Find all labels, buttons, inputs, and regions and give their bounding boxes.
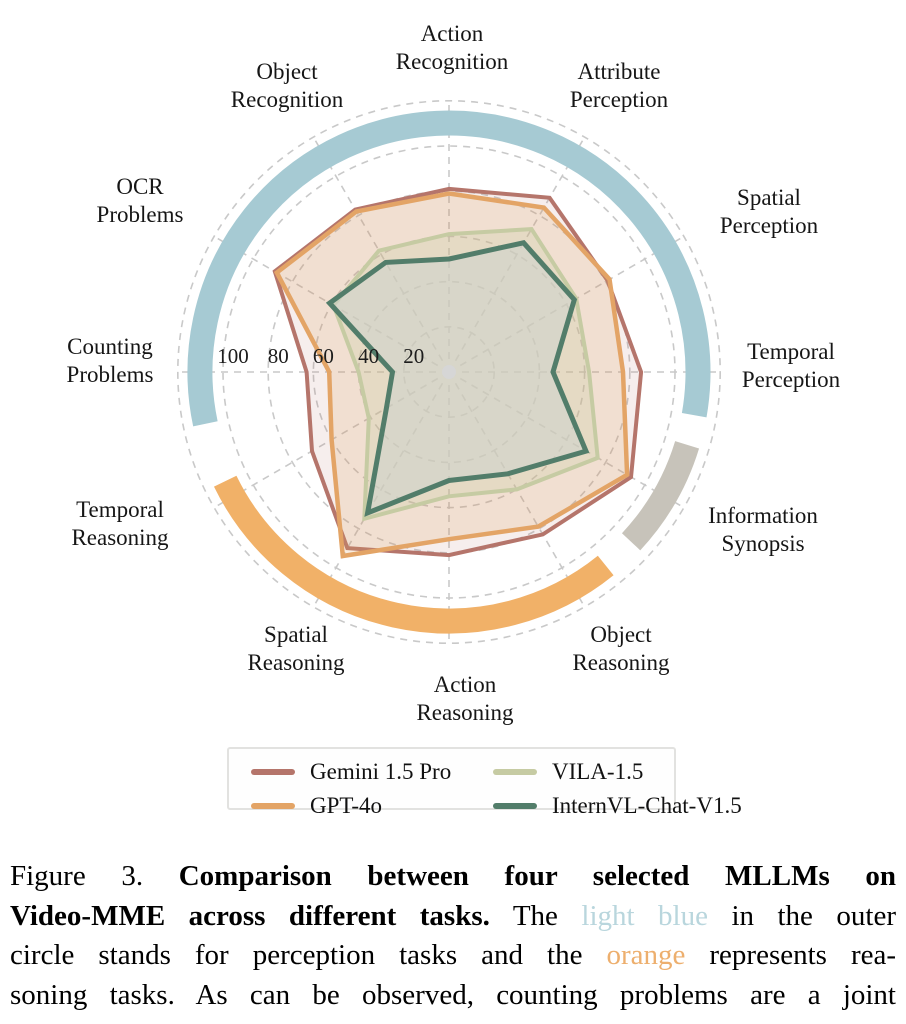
figure-caption: Figure 3. Comparison between four select… [10,857,896,1015]
grid-ring-80 [267,190,631,554]
caption-line-4: soning tasks. As can be observed, counti… [10,976,896,1016]
caption-segment: in the outer [731,899,896,932]
caption-line-2: Video-MME across different tasks. The li… [10,897,896,937]
legend-label-gpt4o: GPT-4o [310,793,382,818]
radial-tick-100: 100 [217,344,249,368]
legend-label-vila: VILA-1.5 [552,759,644,784]
caption-segment: soning tasks. As can be observed, counti… [10,978,896,1011]
caption-segment: orange [606,939,686,971]
center-dot [442,365,456,379]
outer-ring-reasoning-tasks [213,475,614,634]
outer-ring-perception-tasks [187,110,711,427]
legend-label-internvl: InternVL-Chat-V1.5 [552,793,742,818]
chart-legend: Gemini 1.5 Pro VILA-1.5 GPT-4o InternVL-… [227,747,742,817]
legend-swatch-vila [493,768,537,775]
radar-chart: 100 80 60 40 20 Action Recognition Attribute … [67,21,841,725]
caption-segment: Video-MME across different tasks. [10,899,490,932]
radial-tick-40: 40 [358,344,379,368]
outer-ring-information-synopsis [621,440,700,551]
caption-line-3: circle stands for perception tasks and t… [10,936,896,976]
radar-chart-svg: 100 80 60 40 20 [176,99,722,645]
caption-segment: represents rea- [709,939,897,971]
legend-swatch-internvl [493,802,537,809]
legend-swatch-gpt4o [251,802,295,809]
grid-ring-120 [176,99,722,645]
legend-swatch-gemini [251,768,295,775]
caption-segment: Figure 3. [10,860,144,892]
radial-tick-80: 80 [268,344,289,368]
caption-line-1: Figure 3. Comparison between four select… [10,857,896,897]
radial-tick-20: 20 [403,344,424,368]
series-polygon-internvl-chat-v1-5 [325,240,590,517]
caption-segment: circle stands for perception tasks and t… [10,939,583,971]
radial-tick-60: 60 [313,344,334,368]
legend-label-gemini: Gemini 1.5 Pro [310,759,452,784]
caption-segment: Comparison between four selected MLLMs o… [178,860,897,892]
caption-segment: light blue [581,899,708,932]
caption-segment: The [512,899,558,932]
